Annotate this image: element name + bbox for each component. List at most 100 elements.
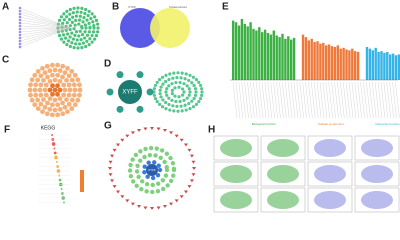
node: [182, 82, 186, 86]
node: [145, 174, 150, 179]
node: [130, 179, 136, 184]
node: [94, 34, 99, 38]
node: [91, 20, 95, 24]
node: [155, 80, 159, 85]
node: [84, 7, 88, 12]
structure: [361, 191, 393, 209]
node: [57, 18, 62, 22]
venn-left: [120, 8, 160, 48]
node: [142, 170, 147, 175]
node: [32, 102, 38, 108]
node: [32, 72, 38, 78]
label-stroke: [290, 81, 296, 119]
node: [187, 93, 191, 97]
node: [90, 33, 94, 38]
node: [43, 82, 49, 88]
label-stroke: [311, 81, 316, 119]
node: [175, 76, 179, 80]
structure: [361, 139, 393, 157]
node: [44, 111, 50, 117]
node: [175, 104, 179, 108]
node: [57, 34, 62, 38]
node: [158, 102, 162, 106]
node: [156, 181, 161, 186]
node: [133, 152, 139, 158]
edge: [19, 25, 71, 29]
label-stroke: [299, 81, 304, 119]
node: [112, 185, 117, 189]
node: [77, 87, 83, 93]
node: [192, 167, 196, 170]
node: [68, 27, 72, 32]
node: [74, 14, 79, 18]
node: [83, 36, 87, 40]
node: [71, 37, 76, 41]
node: [138, 158, 143, 163]
node: [55, 83, 60, 89]
label-stroke: [343, 81, 348, 119]
bar: [278, 37, 281, 80]
node: [139, 179, 145, 184]
node: [146, 88, 154, 96]
node: [170, 161, 176, 166]
label-stroke: [264, 81, 270, 119]
node: [77, 22, 81, 26]
bar: [269, 34, 273, 80]
node: [146, 160, 151, 165]
node: [137, 205, 142, 209]
node: [61, 92, 67, 98]
bar: [234, 22, 238, 80]
node: [172, 109, 176, 113]
bar: [356, 51, 360, 80]
node: [65, 21, 69, 25]
bar: [258, 27, 261, 80]
node: [178, 80, 182, 85]
node: [135, 163, 140, 168]
hub-label: XYFF: [148, 168, 156, 172]
structure: [220, 139, 252, 157]
group-label: Molecular function: [375, 122, 400, 126]
node: [179, 104, 183, 108]
bar: [383, 52, 386, 80]
label-stroke: [305, 81, 310, 119]
node: [93, 15, 97, 19]
label-stroke: [235, 81, 241, 119]
node: [65, 43, 69, 47]
bar: [377, 51, 380, 80]
node: [68, 24, 72, 28]
panel-label: F: [4, 125, 10, 136]
bar: [345, 49, 348, 80]
node: [160, 75, 165, 79]
node: [33, 92, 39, 98]
node: [77, 92, 82, 98]
label-stroke: [316, 81, 322, 119]
node: [108, 167, 112, 171]
node: [188, 73, 192, 77]
panel-label: D: [104, 59, 111, 70]
bar: [304, 37, 308, 80]
node: [52, 107, 58, 113]
label-stroke: [328, 81, 333, 119]
bar: [322, 42, 325, 80]
node: [191, 160, 196, 164]
edge: [19, 7, 71, 29]
node: [167, 77, 171, 82]
label-stroke: [395, 81, 400, 119]
node: [85, 33, 90, 37]
node: [180, 109, 184, 113]
node: [87, 9, 91, 13]
node: [198, 96, 203, 101]
node: [180, 87, 185, 91]
edge: [19, 10, 71, 29]
node: [116, 105, 124, 113]
node: [60, 111, 66, 117]
bar: [330, 46, 334, 80]
kegg-title: KEGG: [41, 125, 56, 131]
bar: [374, 47, 377, 80]
node: [120, 138, 125, 142]
panel-label: E: [222, 2, 229, 13]
bar: [240, 18, 244, 80]
label-stroke: [241, 81, 246, 119]
edge: [19, 27, 71, 42]
node: [200, 93, 204, 97]
